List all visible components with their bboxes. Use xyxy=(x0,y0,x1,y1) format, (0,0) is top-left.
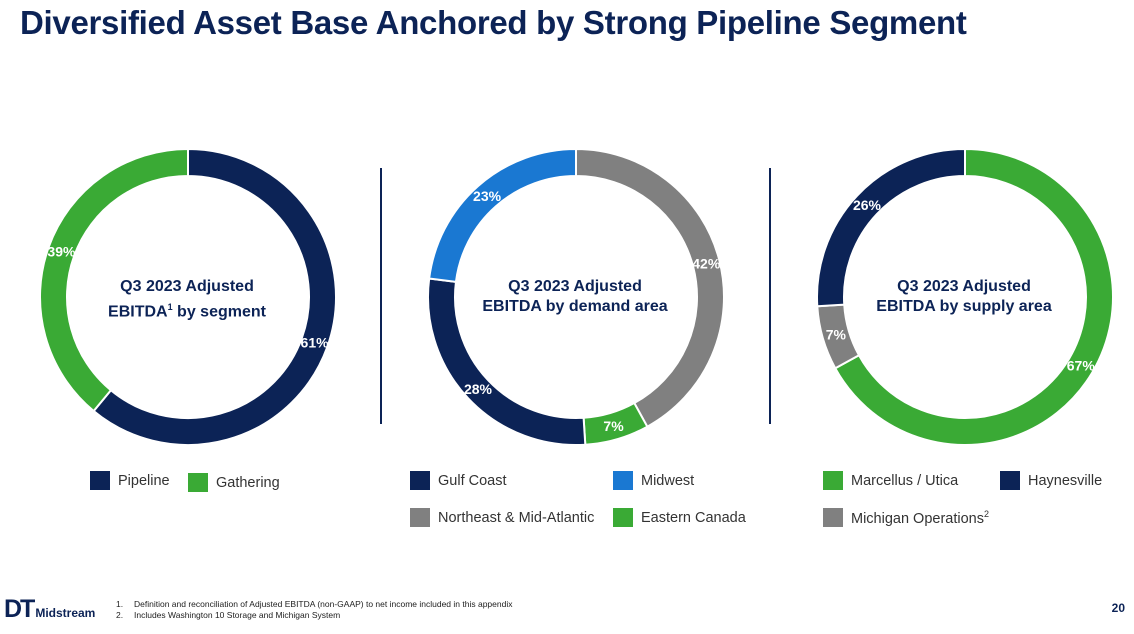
legend-label: Michigan Operations2 xyxy=(851,508,990,527)
legend-label: Marcellus / Utica xyxy=(851,472,959,489)
legend-swatch xyxy=(823,471,843,490)
chart-divider-2 xyxy=(769,168,771,424)
demand-chart-center-label: Q3 2023 Adjusted EBITDA by demand area xyxy=(465,277,685,317)
legend-swatch xyxy=(188,473,208,492)
donut-data-label: 61% xyxy=(301,335,330,351)
supply-area-donut-chart: 67% 7% 26% xyxy=(816,147,1114,446)
donut-data-label: 23% xyxy=(473,188,502,204)
footnotes: 1. Definition and reconciliation of Adjus… xyxy=(116,599,512,621)
chart-divider-1 xyxy=(380,168,382,424)
legend-item-marcellus-utica: Marcellus / Utica xyxy=(823,471,958,490)
legend-swatch xyxy=(613,471,633,490)
segment-chart-center-label: Q3 2023 Adjusted EBITDA1 by segment xyxy=(77,277,297,322)
logo-mark: DT xyxy=(4,595,35,623)
legend-item-gathering: Gathering xyxy=(188,473,280,492)
legend-label: Pipeline xyxy=(118,472,170,489)
legend-swatch xyxy=(410,471,430,490)
donut-data-label: 26% xyxy=(853,197,882,213)
segment-center-title: Q3 2023 Adjusted xyxy=(120,278,254,295)
page-number: 20 xyxy=(1111,601,1125,615)
donut-slice-marcellus-utica xyxy=(833,147,1114,446)
footnote-2: 2. Includes Washington 10 Storage and Mic… xyxy=(116,610,341,620)
legend-item-gulf-coast: Gulf Coast xyxy=(410,471,507,490)
segment-center-subtitle: EBITDA1 by segment xyxy=(108,302,266,321)
demand-center-subtitle: EBITDA by demand area xyxy=(482,298,668,315)
logo-text: Midstream xyxy=(35,606,96,620)
segment-donut-chart: 61% 39% xyxy=(39,147,337,446)
dt-midstream-logo: DT Midstream xyxy=(4,595,96,623)
donut-data-label: 7% xyxy=(826,327,847,343)
legend-label: Midwest xyxy=(641,472,695,489)
legend-item-eastern-canada: Eastern Canada xyxy=(613,508,746,527)
legend-swatch xyxy=(410,508,430,527)
legend-item-northeast: Northeast & Mid-Atlantic xyxy=(410,508,594,527)
legend-label: Haynesville xyxy=(1028,472,1103,489)
donut-data-label: 39% xyxy=(47,243,76,259)
legend-swatch xyxy=(823,508,843,527)
legend-swatch xyxy=(1000,471,1020,490)
page-title: Diversified Asset Base Anchored by Stron… xyxy=(20,4,967,41)
legend-item-haynesville: Haynesville xyxy=(1000,471,1102,490)
legend-label: Northeast & Mid-Atlantic xyxy=(438,509,595,526)
legend-swatch xyxy=(90,471,110,490)
donut-slice-gathering xyxy=(39,147,189,413)
legend-swatch xyxy=(613,508,633,527)
supply-chart-center-label: Q3 2023 Adjusted EBITDA by supply area xyxy=(854,277,1074,317)
donut-data-label: 67% xyxy=(1067,357,1096,373)
legend-label: Gathering xyxy=(216,474,280,491)
demand-area-donut-chart: 42% 7% 28% 23% xyxy=(427,147,725,446)
legend-item-pipeline: Pipeline xyxy=(90,471,170,490)
donut-slice-pipeline xyxy=(92,147,337,446)
donut-data-label: 7% xyxy=(603,418,624,434)
legend-label: Eastern Canada xyxy=(641,509,746,526)
donut-slice-haynesville xyxy=(816,147,966,308)
demand-center-title: Q3 2023 Adjusted xyxy=(508,278,642,295)
legend-label: Gulf Coast xyxy=(438,472,507,489)
donut-data-label: 42% xyxy=(692,256,721,272)
supply-center-subtitle: EBITDA by supply area xyxy=(876,298,1052,315)
legend-item-michigan-operations: Michigan Operations2 xyxy=(823,508,989,527)
footnote-1: 1. Definition and reconciliation of Adjus… xyxy=(116,599,513,609)
supply-center-title: Q3 2023 Adjusted xyxy=(897,278,1031,295)
donut-data-label: 28% xyxy=(464,381,493,397)
donut-slice-midwest xyxy=(428,147,577,283)
legend-item-midwest: Midwest xyxy=(613,471,694,490)
